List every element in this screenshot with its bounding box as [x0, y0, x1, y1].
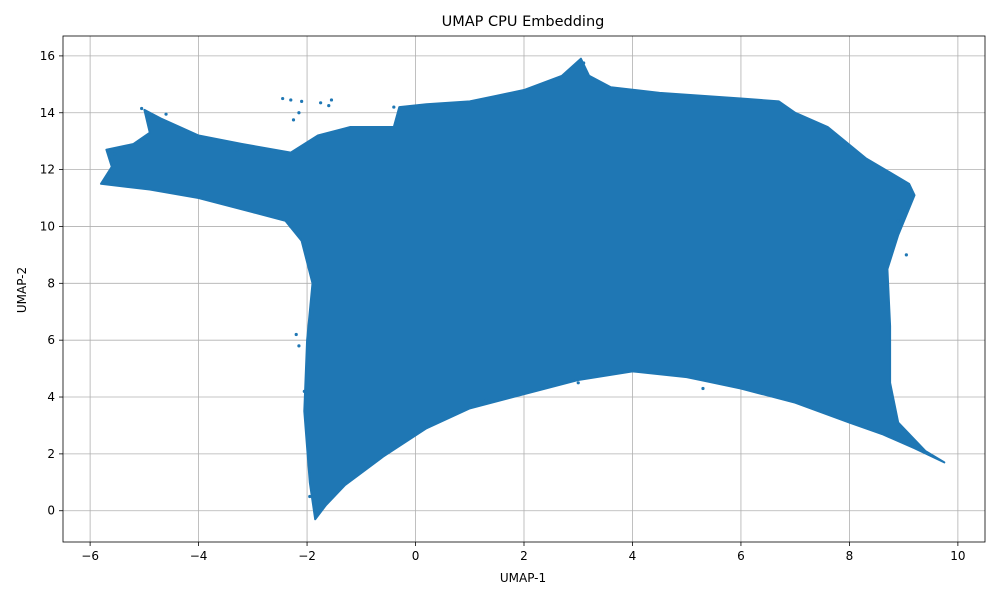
y-tick-label: 4: [47, 390, 55, 404]
data-points-layer: [100, 57, 946, 521]
y-tick-label: 10: [40, 219, 55, 233]
data-point: [297, 230, 301, 234]
data-point: [484, 398, 488, 402]
x-tick-label: 0: [412, 549, 420, 563]
data-point: [300, 99, 304, 103]
data-point: [308, 494, 312, 499]
y-tick-label: 2: [47, 447, 55, 461]
data-point: [289, 98, 293, 102]
y-tick-label: 8: [47, 276, 55, 290]
x-tick-label: 2: [520, 549, 528, 563]
data-point: [112, 152, 117, 156]
data-point: [291, 118, 296, 122]
data-point: [904, 253, 908, 257]
x-axis-label: UMAP-1: [500, 571, 546, 585]
axes: −6 −4 −2 0 2 4 6 8 10 0 2 4 6 8 10 12 14 16: [40, 35, 986, 563]
data-point: [302, 389, 306, 393]
data-point: [329, 98, 334, 102]
x-tick-label: −4: [190, 549, 208, 563]
data-point: [327, 104, 331, 108]
chart-title: UMAP CPU Embedding: [442, 14, 605, 30]
data-point: [104, 179, 108, 183]
x-tick-label: 10: [950, 549, 965, 563]
x-tick-label: 4: [629, 549, 637, 563]
data-point: [701, 386, 705, 391]
point-cloud-region: [100, 57, 946, 521]
data-point: [573, 65, 578, 69]
data-point: [281, 96, 285, 101]
x-tick-label: −2: [298, 549, 316, 563]
data-point: [842, 142, 846, 146]
x-tick-label: 8: [846, 549, 854, 563]
data-point: [140, 106, 144, 111]
data-point: [820, 409, 824, 413]
data-point: [896, 219, 900, 223]
data-point: [582, 61, 586, 65]
data-point: [392, 105, 396, 109]
data-point: [164, 112, 168, 116]
x-tick-label: −6: [81, 549, 99, 563]
data-point: [576, 381, 580, 385]
data-point: [234, 148, 239, 152]
data-point: [297, 111, 301, 115]
data-point: [289, 224, 293, 229]
data-point: [297, 344, 301, 348]
y-tick-label: 14: [40, 106, 55, 120]
y-tick-label: 12: [40, 163, 55, 177]
y-tick-label: 6: [47, 333, 55, 347]
y-tick-label: 0: [47, 504, 55, 518]
data-point: [319, 101, 323, 105]
data-point: [294, 332, 298, 337]
y-tick-label: 16: [40, 49, 55, 63]
data-point: [907, 202, 911, 206]
y-axis-label: UMAP-2: [15, 267, 29, 313]
x-tick-label: 6: [737, 549, 745, 563]
